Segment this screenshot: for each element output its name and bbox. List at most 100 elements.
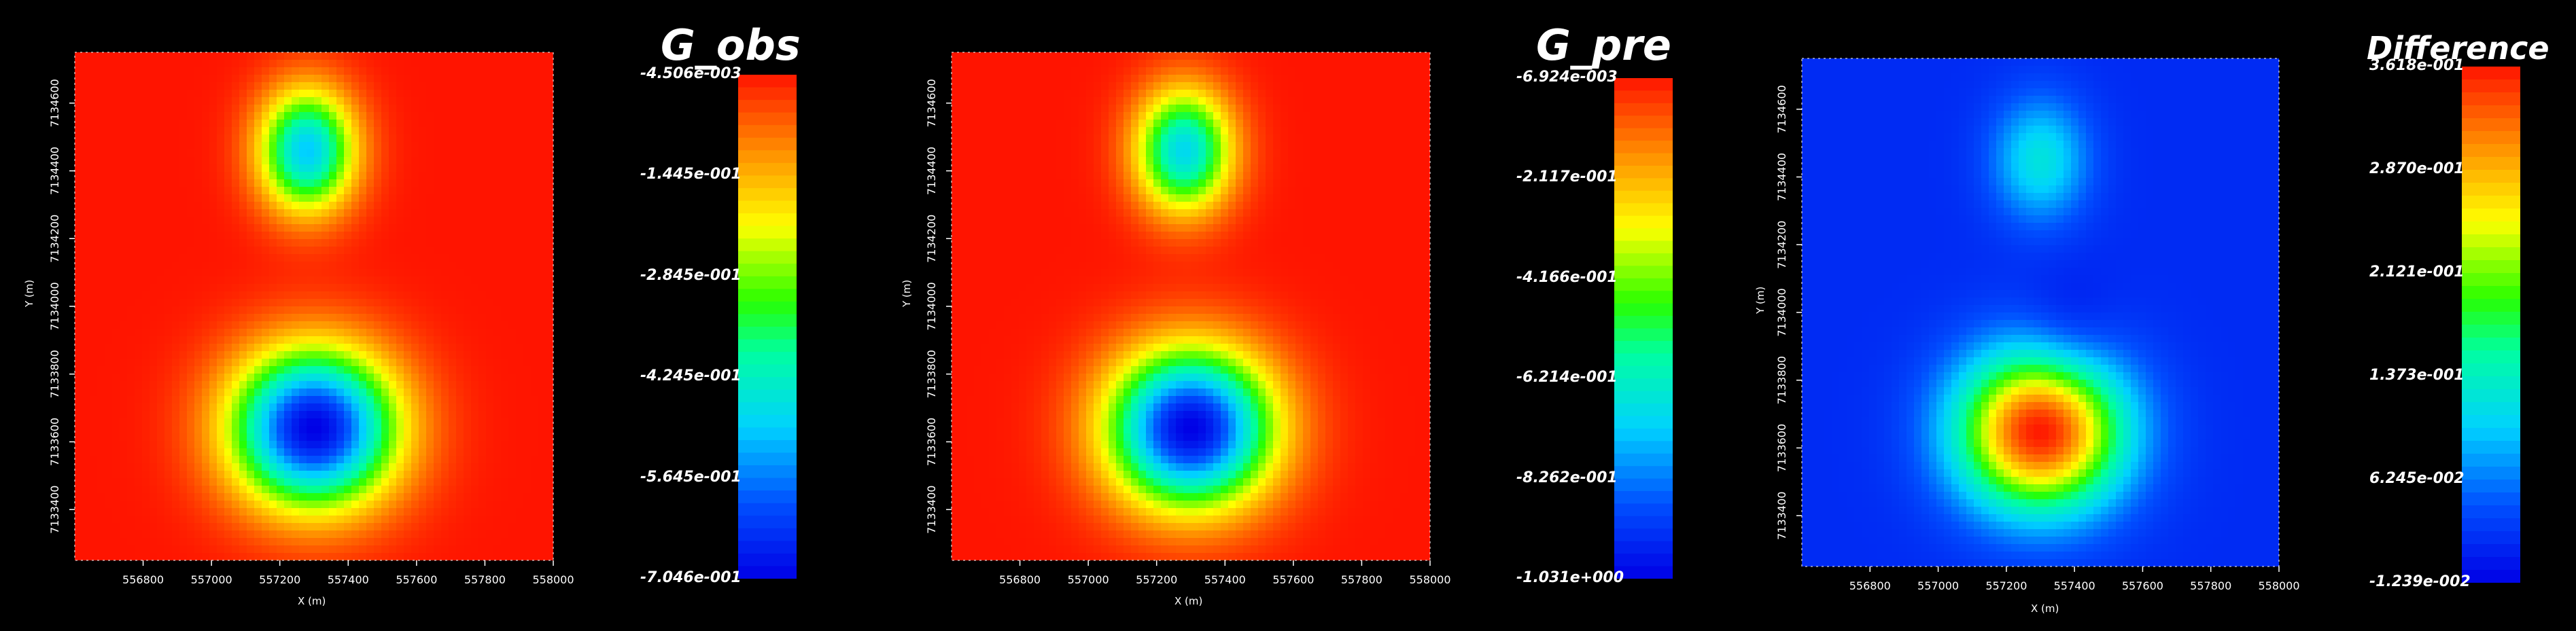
heatmap-cell — [396, 456, 404, 464]
heatmap-cell — [127, 82, 135, 90]
heatmap-cell — [75, 52, 83, 60]
heatmap-cell — [336, 291, 345, 300]
heatmap-cell — [269, 545, 277, 554]
heatmap-cell — [90, 187, 98, 195]
heatmap-cell — [112, 538, 120, 546]
heatmap-cell — [269, 120, 277, 128]
heatmap-cell — [351, 254, 360, 262]
heatmap-cell — [135, 217, 143, 225]
heatmap-cell — [217, 127, 225, 135]
heatmap-cell — [493, 247, 502, 255]
heatmap-cell — [314, 553, 322, 560]
heatmap-cell — [262, 269, 270, 277]
heatmap-cell — [179, 134, 188, 143]
heatmap-cell — [478, 149, 487, 158]
heatmap-cell — [97, 403, 105, 412]
heatmap-cell — [478, 306, 487, 314]
heatmap-cell — [389, 142, 397, 150]
heatmap-cell — [538, 179, 546, 187]
heatmap-cell — [1086, 60, 1094, 68]
heatmap-cell — [179, 60, 188, 68]
heatmap-cell — [351, 187, 360, 195]
heatmap-cell — [516, 149, 524, 158]
heatmap-cell — [239, 194, 247, 202]
heatmap-cell — [142, 149, 150, 158]
heatmap-cell — [449, 75, 457, 83]
heatmap-cell — [1206, 60, 1214, 68]
heatmap-cell — [359, 433, 367, 441]
heatmap-cell — [959, 90, 967, 98]
heatmap-cell — [441, 60, 449, 68]
heatmap-cell — [127, 516, 135, 524]
heatmap-cell — [194, 60, 203, 68]
heatmap-cell — [254, 418, 262, 427]
heatmap-cell — [471, 157, 479, 165]
heatmap-cell — [1041, 75, 1049, 83]
heatmap-cell — [172, 247, 180, 255]
heatmap-cell — [1333, 75, 1341, 83]
heatmap-cell — [1026, 90, 1034, 98]
heatmap-cell — [538, 463, 546, 471]
heatmap-cell — [194, 209, 203, 217]
heatmap-cell — [209, 164, 217, 173]
heatmap-cell — [224, 456, 232, 464]
heatmap-cell — [127, 478, 135, 486]
heatmap-cell — [1340, 82, 1348, 90]
heatmap-cell — [194, 321, 203, 329]
heatmap-cell — [404, 538, 412, 546]
heatmap-cell — [321, 172, 330, 180]
heatmap-cell — [1198, 90, 1206, 98]
heatmap-cell — [336, 314, 345, 322]
heatmap-cell — [112, 127, 120, 135]
colorbar-band — [738, 427, 797, 441]
heatmap-cell — [284, 538, 292, 546]
heatmap-cell — [1101, 82, 1109, 90]
heatmap-cell — [426, 336, 434, 344]
heatmap-cell — [284, 530, 292, 539]
heatmap-cell — [142, 82, 150, 90]
heatmap-cell — [381, 501, 389, 509]
heatmap-cell — [508, 291, 517, 300]
heatmap-cell — [419, 60, 427, 68]
heatmap-cell — [493, 501, 502, 509]
heatmap-cell — [419, 523, 427, 531]
heatmap-cell — [538, 336, 546, 344]
heatmap-cell — [179, 456, 188, 464]
heatmap-cell — [1266, 52, 1274, 60]
heatmap-cell — [1408, 67, 1416, 75]
heatmap-cell — [501, 374, 509, 382]
heatmap-cell — [321, 52, 330, 60]
heatmap-cell — [351, 105, 360, 113]
heatmap-cell — [531, 247, 539, 255]
heatmap-cell — [202, 224, 210, 232]
heatmap-cell — [150, 127, 158, 135]
heatmap-cell — [419, 157, 427, 165]
heatmap-cell — [164, 448, 173, 456]
y-tick-label: 7133800 — [48, 350, 61, 398]
heatmap-cell — [523, 396, 532, 404]
heatmap-cell — [449, 530, 457, 539]
heatmap-cell — [359, 374, 367, 382]
heatmap-cell — [1295, 90, 1304, 98]
heatmap-cell — [381, 232, 389, 240]
heatmap-cell — [411, 411, 419, 419]
heatmap-cell — [307, 299, 315, 307]
heatmap-cell — [389, 493, 397, 501]
heatmap-cell — [546, 523, 553, 531]
heatmap-cell — [374, 202, 382, 210]
heatmap-cell — [217, 217, 225, 225]
heatmap-cell — [516, 276, 524, 285]
heatmap-cell — [254, 149, 262, 158]
heatmap-cell — [90, 463, 98, 471]
heatmap-cell — [284, 149, 292, 158]
heatmap-cell — [508, 493, 517, 501]
heatmap-cell — [194, 351, 203, 359]
heatmap-cell — [224, 134, 232, 143]
heatmap-cell — [546, 164, 553, 173]
heatmap-cell — [523, 433, 532, 441]
heatmap-cell — [471, 127, 479, 135]
heatmap-cell — [471, 381, 479, 389]
heatmap-cell — [546, 321, 553, 329]
heatmap-cell — [299, 545, 307, 554]
heatmap-cell — [90, 172, 98, 180]
